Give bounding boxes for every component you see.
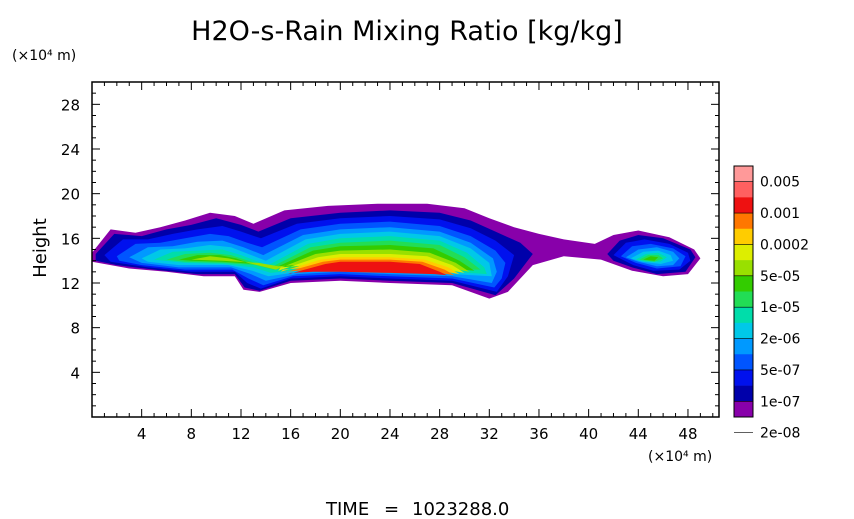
colorbar-swatch bbox=[734, 338, 753, 355]
y-tick-label: 16 bbox=[61, 230, 80, 248]
x-tick-label: 44 bbox=[629, 425, 648, 443]
contour-level-8-region-16 bbox=[643, 256, 659, 261]
x-tick-label: 24 bbox=[380, 425, 399, 443]
colorbar-label: 0.001 bbox=[760, 206, 800, 222]
colorbar-swatch bbox=[734, 260, 753, 277]
colorbar-swatch bbox=[734, 291, 753, 308]
colorbar-label: 1e-07 bbox=[760, 394, 800, 410]
colorbar-swatch bbox=[734, 369, 753, 386]
colorbar-label: 2e-06 bbox=[760, 332, 800, 348]
colorbar-swatch bbox=[734, 275, 753, 292]
x-axis-unit: (×10⁴ m) bbox=[648, 449, 712, 465]
time-value: 1023288.0 bbox=[412, 499, 509, 519]
colorbar-swatch bbox=[734, 166, 753, 182]
colorbar bbox=[733, 165, 754, 433]
y-axis-label: Height bbox=[30, 218, 51, 278]
time-label: TIME bbox=[325, 499, 369, 519]
colorbar-label: 5e-05 bbox=[760, 269, 800, 285]
x-tick-label: 48 bbox=[678, 425, 697, 443]
colorbar-label: 5e-07 bbox=[760, 363, 800, 379]
x-tick-label: 4 bbox=[137, 425, 147, 443]
colorbar-swatch bbox=[734, 197, 753, 214]
colorbar-swatch bbox=[734, 181, 753, 198]
contour-regions bbox=[92, 203, 701, 299]
y-tick-label: 4 bbox=[70, 364, 80, 382]
y-tick-label: 12 bbox=[61, 275, 80, 293]
x-tick-label: 12 bbox=[231, 425, 250, 443]
colorbar-swatch bbox=[734, 385, 753, 402]
colorbar-swatch bbox=[734, 307, 753, 324]
x-tick-label: 20 bbox=[331, 425, 350, 443]
colorbar-swatch bbox=[734, 401, 753, 418]
colorbar-label: 0.005 bbox=[760, 175, 800, 191]
y-tick-label: 8 bbox=[70, 320, 80, 338]
y-axis-unit: (×10⁴ m) bbox=[12, 48, 76, 64]
colorbar-swatch bbox=[734, 228, 753, 245]
x-tick-label: 36 bbox=[529, 425, 548, 443]
colorbar-label: 2e-08 bbox=[760, 426, 800, 442]
x-tick-label: 32 bbox=[480, 425, 499, 443]
colorbar-label: 0.0002 bbox=[760, 237, 809, 253]
chart-title: H2O-s-Rain Mixing Ratio [kg/kg] bbox=[191, 16, 623, 47]
y-tick-label: 28 bbox=[61, 96, 80, 114]
contour-level-13-region-21 bbox=[288, 261, 448, 276]
x-tick-label: 16 bbox=[281, 425, 300, 443]
x-tick-label: 8 bbox=[187, 425, 197, 443]
y-tick-label: 24 bbox=[61, 141, 80, 159]
y-tick-labels: 4 8 12 16 20 24 28 bbox=[61, 96, 80, 382]
colorbar-label: 1e-05 bbox=[760, 300, 800, 316]
colorbar-frame bbox=[733, 165, 754, 418]
y-tick-label: 20 bbox=[61, 186, 80, 204]
axis-ticks bbox=[92, 82, 719, 417]
colorbar-swatch bbox=[734, 244, 753, 261]
colorbar-swatch bbox=[734, 354, 753, 371]
x-tick-labels: 4 8 12 16 20 24 28 32 36 40 44 48 bbox=[137, 425, 698, 443]
colorbar-swatch bbox=[734, 322, 753, 339]
colorbar-swatch bbox=[734, 213, 753, 230]
time-equals: = bbox=[384, 499, 399, 519]
x-tick-label: 40 bbox=[579, 425, 598, 443]
colorbar-labels: 0.005 0.001 0.0002 5e-05 1e-05 2e-06 5e-07 1e-0… bbox=[760, 175, 809, 442]
x-tick-label: 28 bbox=[430, 425, 449, 443]
